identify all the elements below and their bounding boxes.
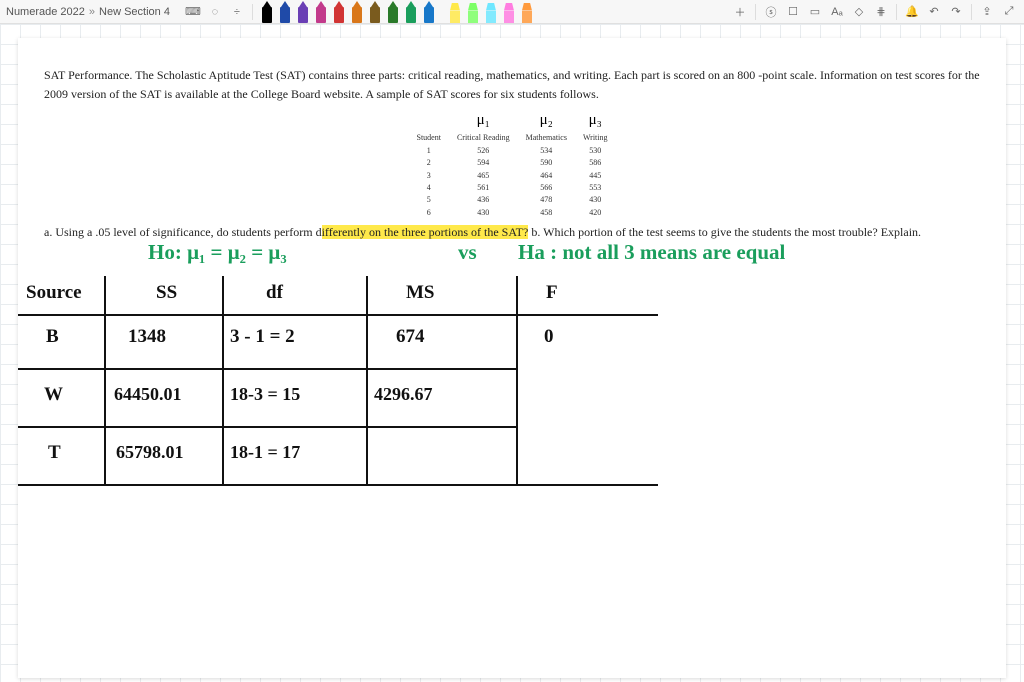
bell-icon[interactable]: 🔔 xyxy=(903,3,921,21)
hw-ho: Ho: μ₁ = μ₂ = μ₃ xyxy=(148,240,287,265)
highlighter-pink[interactable] xyxy=(501,1,517,23)
pen-purple[interactable] xyxy=(295,1,311,23)
lasso-select-icon[interactable]: ⓢ xyxy=(762,3,780,21)
hw-b-label: B xyxy=(46,326,59,348)
hline xyxy=(18,484,658,486)
hline xyxy=(18,314,658,316)
hw-t-label: T xyxy=(48,442,61,464)
highlighter-cyan[interactable] xyxy=(483,1,499,23)
table-row: 1526534530 xyxy=(409,145,616,157)
divider xyxy=(755,4,756,20)
pen-red[interactable] xyxy=(331,1,347,23)
stamp-icon[interactable]: ☐ xyxy=(784,3,802,21)
divider xyxy=(896,4,897,20)
highlighter-orange[interactable] xyxy=(519,1,535,23)
pen-magenta[interactable] xyxy=(313,1,329,23)
breadcrumb: Numerade 2022 » New Section 4 xyxy=(6,6,170,18)
col-student: Student xyxy=(409,132,449,144)
mu2-label: μ₂ xyxy=(518,109,575,132)
plus-icon[interactable]: ＋ xyxy=(731,3,749,21)
hw-header-ms: MS xyxy=(406,282,435,304)
hw-w-label: W xyxy=(44,384,63,406)
note-canvas[interactable]: SAT Performance. The Scholastic Aptitude… xyxy=(0,24,1024,682)
breadcrumb-root[interactable]: Numerade 2022 xyxy=(6,6,85,18)
undo-icon[interactable]: ↶ xyxy=(925,3,943,21)
problem-intro: SAT Performance. The Scholastic Aptitude… xyxy=(44,68,980,101)
hw-t-df: 18-1 = 17 xyxy=(230,442,300,463)
pen-olive[interactable] xyxy=(367,1,383,23)
table-row: 6430458420 xyxy=(409,207,616,219)
pen-skyblue[interactable] xyxy=(421,1,437,23)
mu1-label: μ₁ xyxy=(449,109,518,132)
part-a-pre: a. Using a .05 level of significance, do… xyxy=(44,225,322,239)
hw-b-df: 3 - 1 = 2 xyxy=(230,326,295,348)
hw-w-ss: 64450.01 xyxy=(114,384,182,405)
hw-header-source: Source xyxy=(26,282,82,304)
hw-b-f: 0 xyxy=(544,326,554,348)
highlighter-green[interactable] xyxy=(465,1,481,23)
table-row: 4561566553 xyxy=(409,182,616,194)
col-writing: Writing xyxy=(575,132,616,144)
pen-blue[interactable] xyxy=(277,1,293,23)
note-page: SAT Performance. The Scholastic Aptitude… xyxy=(18,38,1006,678)
hw-ha: Ha : not all 3 means are equal xyxy=(518,240,785,265)
table-row: 2594590586 xyxy=(409,157,616,169)
hw-b-ss: 1348 xyxy=(128,326,166,348)
divider-icon[interactable]: ÷ xyxy=(228,3,246,21)
vline xyxy=(104,276,106,484)
hw-t-ss: 65798.01 xyxy=(116,442,184,463)
vline xyxy=(366,276,368,484)
highlighter-yellow[interactable] xyxy=(447,1,463,23)
table-row: 3465464445 xyxy=(409,170,616,182)
image-icon[interactable]: ▭ xyxy=(806,3,824,21)
fullscreen-icon[interactable]: ⤢ xyxy=(1000,3,1018,21)
text-format-icon[interactable]: Aₐ xyxy=(828,3,846,21)
divider xyxy=(971,4,972,20)
sat-data-table: μ₁ μ₂ μ₃ Student Critical Reading Mathem… xyxy=(409,109,616,219)
ruler-icon[interactable]: ⋕ xyxy=(872,3,890,21)
hw-w-df: 18-3 = 15 xyxy=(230,384,300,405)
hw-w-ms: 4296.67 xyxy=(374,384,433,405)
pen-orange[interactable] xyxy=(349,1,365,23)
pen-green[interactable] xyxy=(403,1,419,23)
toolbar: Numerade 2022 » New Section 4 ⌨ ◌ ÷ ＋ ⓢ … xyxy=(0,0,1024,24)
problem-text: SAT Performance. The Scholastic Aptitude… xyxy=(44,66,980,242)
pen-darkgreen[interactable] xyxy=(385,1,401,23)
table-row: 5436478430 xyxy=(409,194,616,206)
hw-header-df: df xyxy=(266,282,283,304)
hline xyxy=(18,368,518,370)
lasso-icon[interactable]: ◌ xyxy=(206,3,224,21)
part-a-highlight: ifferently on the three portions of the … xyxy=(322,225,529,239)
share-icon[interactable]: ⇪ xyxy=(978,3,996,21)
part-b: b. Which portion of the test seems to gi… xyxy=(528,225,921,239)
breadcrumb-section[interactable]: New Section 4 xyxy=(99,6,170,18)
hw-header-f: F xyxy=(546,282,558,304)
hw-b-ms: 674 xyxy=(396,326,425,348)
breadcrumb-sep: » xyxy=(89,6,95,18)
pen-tray xyxy=(259,1,535,23)
pen-black[interactable] xyxy=(259,1,275,23)
redo-icon[interactable]: ↷ xyxy=(947,3,965,21)
text-insert-icon[interactable]: ⌨ xyxy=(184,3,202,21)
eraser-icon[interactable]: ◇ xyxy=(850,3,868,21)
vline xyxy=(516,276,518,484)
divider xyxy=(252,4,253,20)
vline xyxy=(222,276,224,484)
col-math: Mathematics xyxy=(518,132,575,144)
col-reading: Critical Reading xyxy=(449,132,518,144)
hw-header-ss: SS xyxy=(156,282,177,304)
mu3-label: μ₃ xyxy=(575,109,616,132)
hline xyxy=(18,426,518,428)
hw-vs: vs xyxy=(458,240,477,265)
